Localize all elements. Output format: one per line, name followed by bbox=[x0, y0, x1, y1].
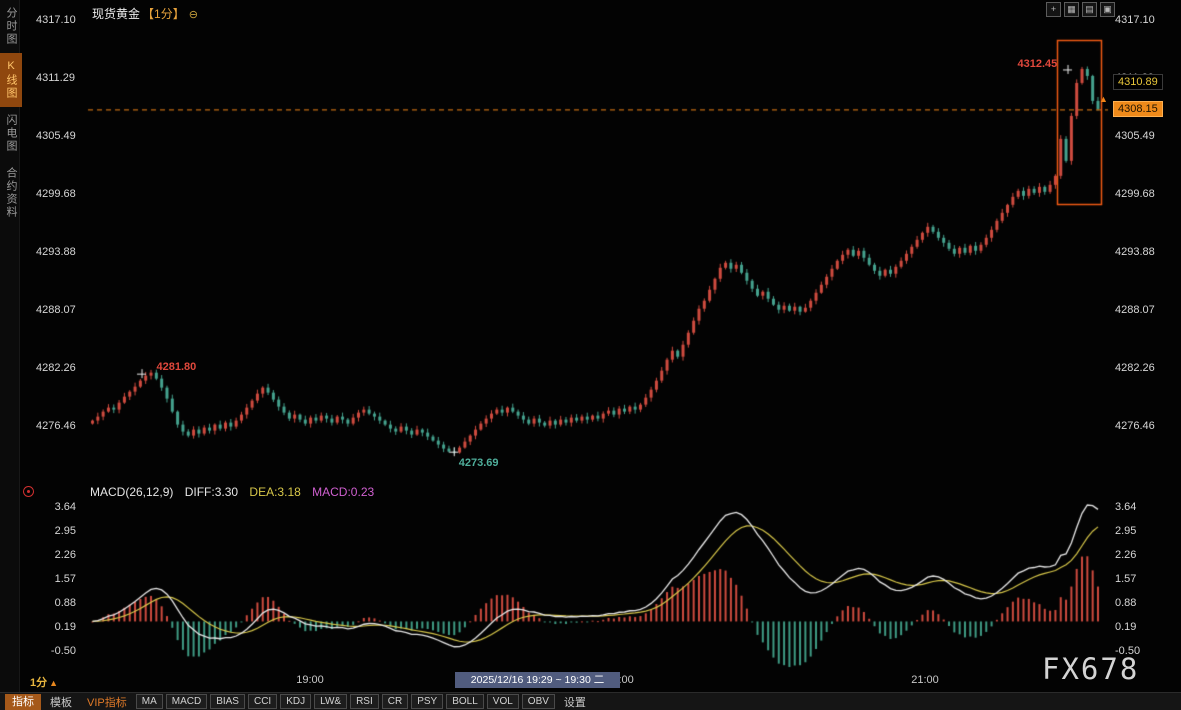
macd-axis-label-right: 2.95 bbox=[1115, 525, 1137, 537]
toolbar-item-ma[interactable]: MA bbox=[135, 694, 163, 709]
price-axis-label-right: 4282.26 bbox=[1115, 362, 1155, 375]
macd-axis-label-right: 1.57 bbox=[1115, 573, 1137, 585]
crosshair-icon[interactable]: + bbox=[1046, 2, 1061, 17]
sidebar-item-kline-chart[interactable]: K线图 bbox=[0, 53, 22, 107]
price-axis-label-left: 4276.46 bbox=[36, 420, 76, 432]
macd-axis-label-left: 3.64 bbox=[54, 501, 76, 513]
macd-axis-label-left: 1.57 bbox=[54, 573, 76, 585]
macd-settings-label: MACD(26,12,9) bbox=[90, 485, 174, 499]
sidebar-item-flash-chart[interactable]: 闪电图 bbox=[5, 114, 17, 153]
current-price-marker: 4308.15 bbox=[1113, 101, 1163, 118]
swing-high-annotation: 4281.80 bbox=[156, 360, 197, 373]
price-arrow-icon: ▲ bbox=[1099, 94, 1108, 104]
last-price-marker: 4310.89 bbox=[1113, 74, 1163, 91]
chart-toolbar-icons: + ▦ ▤ ▣ bbox=[1046, 2, 1115, 17]
toolbar-item-kdj[interactable]: KDJ bbox=[280, 694, 312, 709]
macd-diff-value: DIFF:3.30 bbox=[184, 485, 239, 499]
chart-title: 现货黄金 【1分】 ⊖ bbox=[92, 5, 198, 22]
toolbar-item-obv[interactable]: OBV bbox=[521, 694, 555, 709]
toolbar-item-indicators-tab[interactable]: 指标 bbox=[5, 693, 41, 710]
macd-axis-label-left: -0.50 bbox=[50, 645, 76, 657]
price-axis-label-left: 4311.29 bbox=[36, 72, 75, 85]
instrument-name: 现货黄金 bbox=[92, 7, 141, 21]
instrument-settings-icon[interactable]: ⊖ bbox=[188, 9, 198, 21]
macd-axis-label-right: -0.50 bbox=[1115, 645, 1141, 657]
macd-axis-label-left: 0.88 bbox=[54, 597, 76, 609]
toolbar-item-cr[interactable]: CR bbox=[381, 694, 409, 709]
price-axis-label-right: 4276.46 bbox=[1115, 420, 1155, 432]
sidebar-item-time-chart[interactable]: 分时图 bbox=[5, 7, 17, 46]
macd-dea-value: DEA:3.18 bbox=[249, 485, 301, 499]
timeframe-label: 1分 bbox=[30, 677, 48, 689]
price-axis-label-left: 4299.68 bbox=[36, 188, 76, 201]
price-axis-label-right: 4299.68 bbox=[1115, 188, 1155, 201]
price-axis-label-right: 4293.88 bbox=[1115, 245, 1155, 258]
fullscreen-icon[interactable]: ▣ bbox=[1100, 2, 1115, 17]
time-range-tooltip: 2025/12/16 19:29 ~ 19:30 二 bbox=[455, 672, 620, 688]
toolbar-item-lw[interactable]: LW& bbox=[314, 694, 348, 709]
indicator-point-icon[interactable] bbox=[23, 486, 34, 497]
macd-axis-label-left: 0.19 bbox=[54, 621, 76, 633]
timeframe-badge[interactable]: 1分 ▲ bbox=[30, 674, 58, 690]
macd-axis-label-right: 0.88 bbox=[1115, 597, 1137, 609]
brand-watermark: FX678 bbox=[1042, 652, 1140, 686]
macd-macd-value: MACD:0.23 bbox=[312, 485, 375, 499]
macd-header: MACD(26,12,9) DIFF:3.30 DEA:3.18 MACD:0.… bbox=[90, 485, 374, 499]
toolbar-item-rsi[interactable]: RSI bbox=[350, 694, 379, 709]
candlestick-icon[interactable]: ▦ bbox=[1064, 2, 1079, 17]
timeframe-tag: 【1分】 bbox=[142, 7, 185, 21]
toolbar-item-vip-indicators-tab[interactable]: VIP指标 bbox=[87, 696, 127, 709]
price-axis-label-right: 4317.10 bbox=[1115, 14, 1155, 26]
toolbar-item-templates-tab[interactable]: 模板 bbox=[50, 696, 72, 709]
time-axis-label: 21:00 bbox=[911, 674, 939, 686]
price-axis-label-right: 4288.07 bbox=[1115, 304, 1155, 316]
sidebar: 分时图 K线图闪电图合约资料 bbox=[0, 0, 22, 692]
price-axis-label-left: 4288.07 bbox=[36, 304, 76, 316]
timeframe-arrow-icon: ▲ bbox=[49, 678, 59, 688]
toolbar-item-boll[interactable]: BOLL bbox=[446, 694, 484, 709]
price-axis-label-right: 4305.49 bbox=[1115, 129, 1155, 142]
swing-low-annotation: 4273.69 bbox=[458, 456, 499, 469]
time-axis: 1分 ▲ 2025/12/16 19:29 ~ 19:30 二 19:00 20:0… bbox=[0, 672, 1181, 691]
time-axis-label: 19:00 bbox=[296, 674, 324, 686]
high-price-annotation: 4312.45 bbox=[1017, 58, 1058, 71]
price-axis-label-left: 4293.88 bbox=[36, 245, 76, 258]
toolbar-item-psy[interactable]: PSY bbox=[411, 694, 444, 709]
price-axis-label-left: 4305.49 bbox=[36, 129, 76, 142]
toolbar-item-cci[interactable]: CCI bbox=[247, 694, 278, 709]
line-chart-icon[interactable]: ▤ bbox=[1082, 2, 1097, 17]
macd-axis-label-right: 0.19 bbox=[1115, 621, 1137, 633]
macd-axis-label-right: 2.26 bbox=[1115, 549, 1137, 561]
macd-axis-label-left: 2.26 bbox=[54, 549, 76, 561]
sidebar-item-contract-info[interactable]: 合约资料 bbox=[5, 167, 17, 219]
bottom-toolbar: 指标 模板 VIP指标 MA MACD BIAS CCI KDJ LW& RSI CR PSY BOLL… bbox=[0, 692, 1181, 710]
toolbar-item-vol[interactable]: VOL bbox=[486, 694, 519, 709]
toolbar-item-macd[interactable]: MACD bbox=[165, 694, 208, 709]
price-axis-label-left: 4317.10 bbox=[36, 14, 76, 26]
macd-axis-label-right: 3.64 bbox=[1115, 501, 1137, 513]
toolbar-item-bias[interactable]: BIAS bbox=[210, 694, 245, 709]
macd-axis-label-left: 2.95 bbox=[54, 525, 76, 537]
price-axis-label-left: 4282.26 bbox=[36, 362, 76, 375]
toolbar-item-settings[interactable]: 设置 bbox=[563, 696, 586, 709]
